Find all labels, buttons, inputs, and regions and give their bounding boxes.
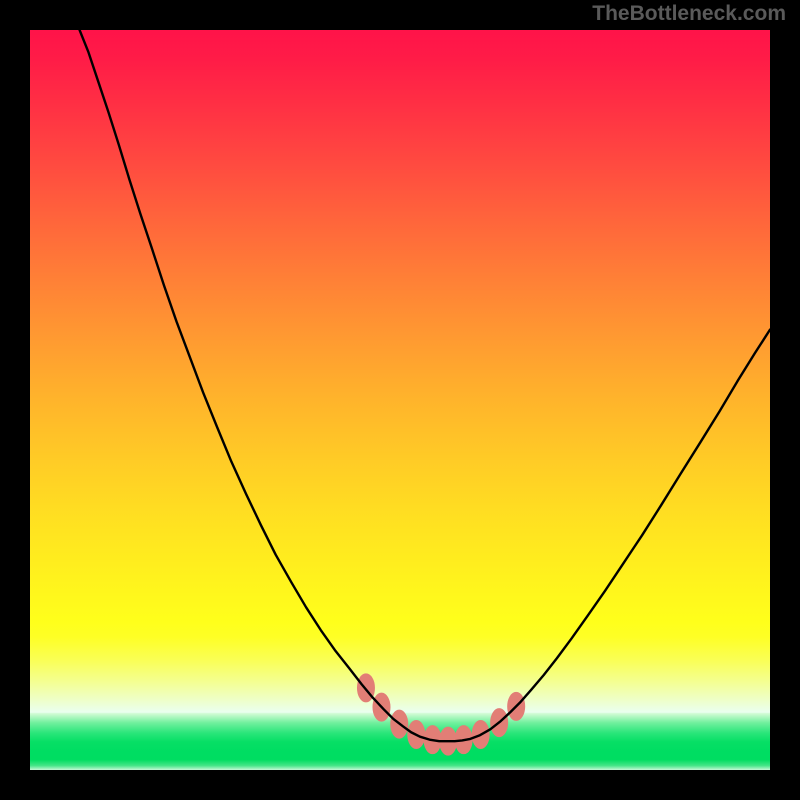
plot-area xyxy=(30,30,770,770)
bottleneck-curve xyxy=(80,30,770,741)
curve-layer xyxy=(30,30,770,770)
critical-zone-markers xyxy=(357,674,524,755)
attribution-text: TheBottleneck.com xyxy=(592,2,786,26)
chart-frame: TheBottleneck.com xyxy=(0,0,800,800)
